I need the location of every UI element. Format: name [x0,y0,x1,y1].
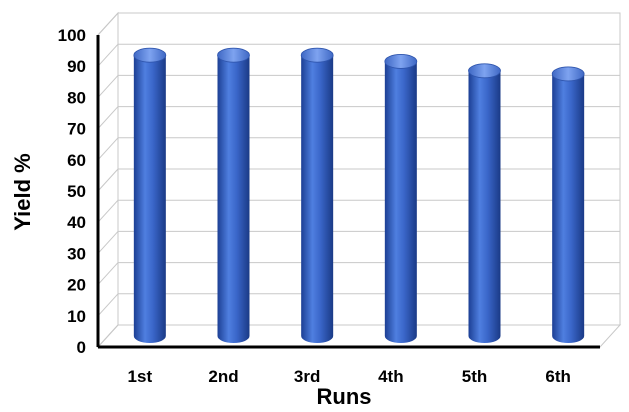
y-tick-label: 40 [67,213,86,232]
x-tick-labels: 1st 2nd 3rd 4th 5th 6th [128,367,571,386]
floor [96,324,622,348]
gridlines [97,12,620,348]
chart-back-walls [96,11,622,349]
bar-body [552,73,585,344]
y-tick-label: 60 [67,151,86,170]
gridline-side [97,262,119,285]
x-tick-label: 6th [545,367,571,386]
y-tick-label: 80 [67,88,86,107]
y-tick-labels: 0 10 20 30 40 50 60 70 80 90 100 [58,26,86,357]
gridline-side [97,106,119,129]
gridline-side [97,43,119,67]
x-tick-label: 4th [378,367,404,386]
bar-body [384,61,417,344]
gridline-side [97,12,119,36]
gridline-side [97,168,119,192]
x-tick-label: 2nd [208,367,238,386]
bars [133,47,585,344]
gridline-side [97,137,119,161]
x-tick-label: 1st [128,367,153,386]
bar-top [384,54,418,69]
y-tick-label: 90 [67,57,86,76]
bar [551,66,585,344]
gridline-side [97,231,119,254]
bar-top [217,47,250,63]
bar [384,54,418,344]
bar-top [468,63,501,79]
x-tick-label: 3rd [294,367,320,386]
bar-top [133,47,167,63]
bar-body [301,55,334,344]
x-tick-label: 5th [462,367,488,386]
y-tick-label: 50 [67,182,86,201]
bar-body [468,70,501,344]
bar [468,63,501,344]
bar [133,47,167,344]
bar-top [551,66,585,82]
gridline-side [97,293,119,317]
gridline-side [97,324,119,348]
bar-body [217,55,250,344]
y-axis-title: Yield % [10,153,35,230]
bar [300,47,334,344]
y-tick-label: 20 [67,276,86,295]
bar-top [300,47,334,63]
y-tick-label: 30 [67,244,86,263]
y-tick-label: 100 [58,26,86,45]
gridline-side [97,75,119,98]
x-axis-title: Runs [317,384,372,409]
y-tick-label: 10 [67,307,86,326]
bar-body [133,55,166,344]
gridline-side [97,199,119,223]
axes [96,35,600,349]
bar [217,47,250,344]
y-tick-label: 70 [67,120,86,139]
y-tick-label: 0 [77,338,86,357]
